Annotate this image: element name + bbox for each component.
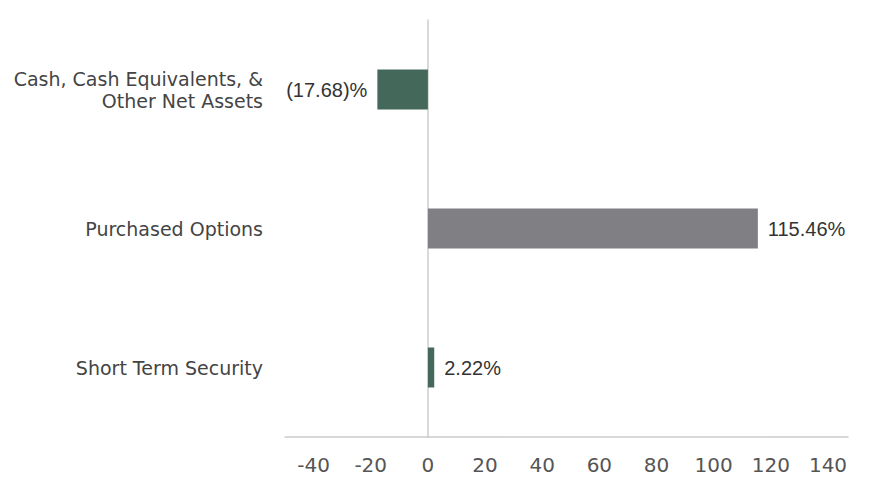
svg-text:Short Term Security: Short Term Security bbox=[76, 357, 263, 379]
svg-text:2.22%: 2.22% bbox=[444, 357, 501, 379]
svg-text:0: 0 bbox=[422, 453, 435, 477]
svg-text:40: 40 bbox=[529, 453, 554, 477]
svg-text:(17.68)%: (17.68)% bbox=[286, 79, 367, 101]
svg-text:120: 120 bbox=[752, 453, 790, 477]
svg-text:Cash, Cash Equivalents, &: Cash, Cash Equivalents, & bbox=[14, 68, 264, 90]
svg-text:Other Net Assets: Other Net Assets bbox=[102, 90, 263, 112]
svg-text:80: 80 bbox=[644, 453, 669, 477]
svg-text:115.46%: 115.46% bbox=[768, 218, 846, 240]
svg-text:-40: -40 bbox=[297, 453, 330, 477]
svg-text:-20: -20 bbox=[354, 453, 387, 477]
svg-text:60: 60 bbox=[587, 453, 612, 477]
svg-text:140: 140 bbox=[809, 453, 847, 477]
svg-text:20: 20 bbox=[472, 453, 497, 477]
svg-text:100: 100 bbox=[695, 453, 733, 477]
svg-text:Purchased Options: Purchased Options bbox=[85, 218, 263, 240]
